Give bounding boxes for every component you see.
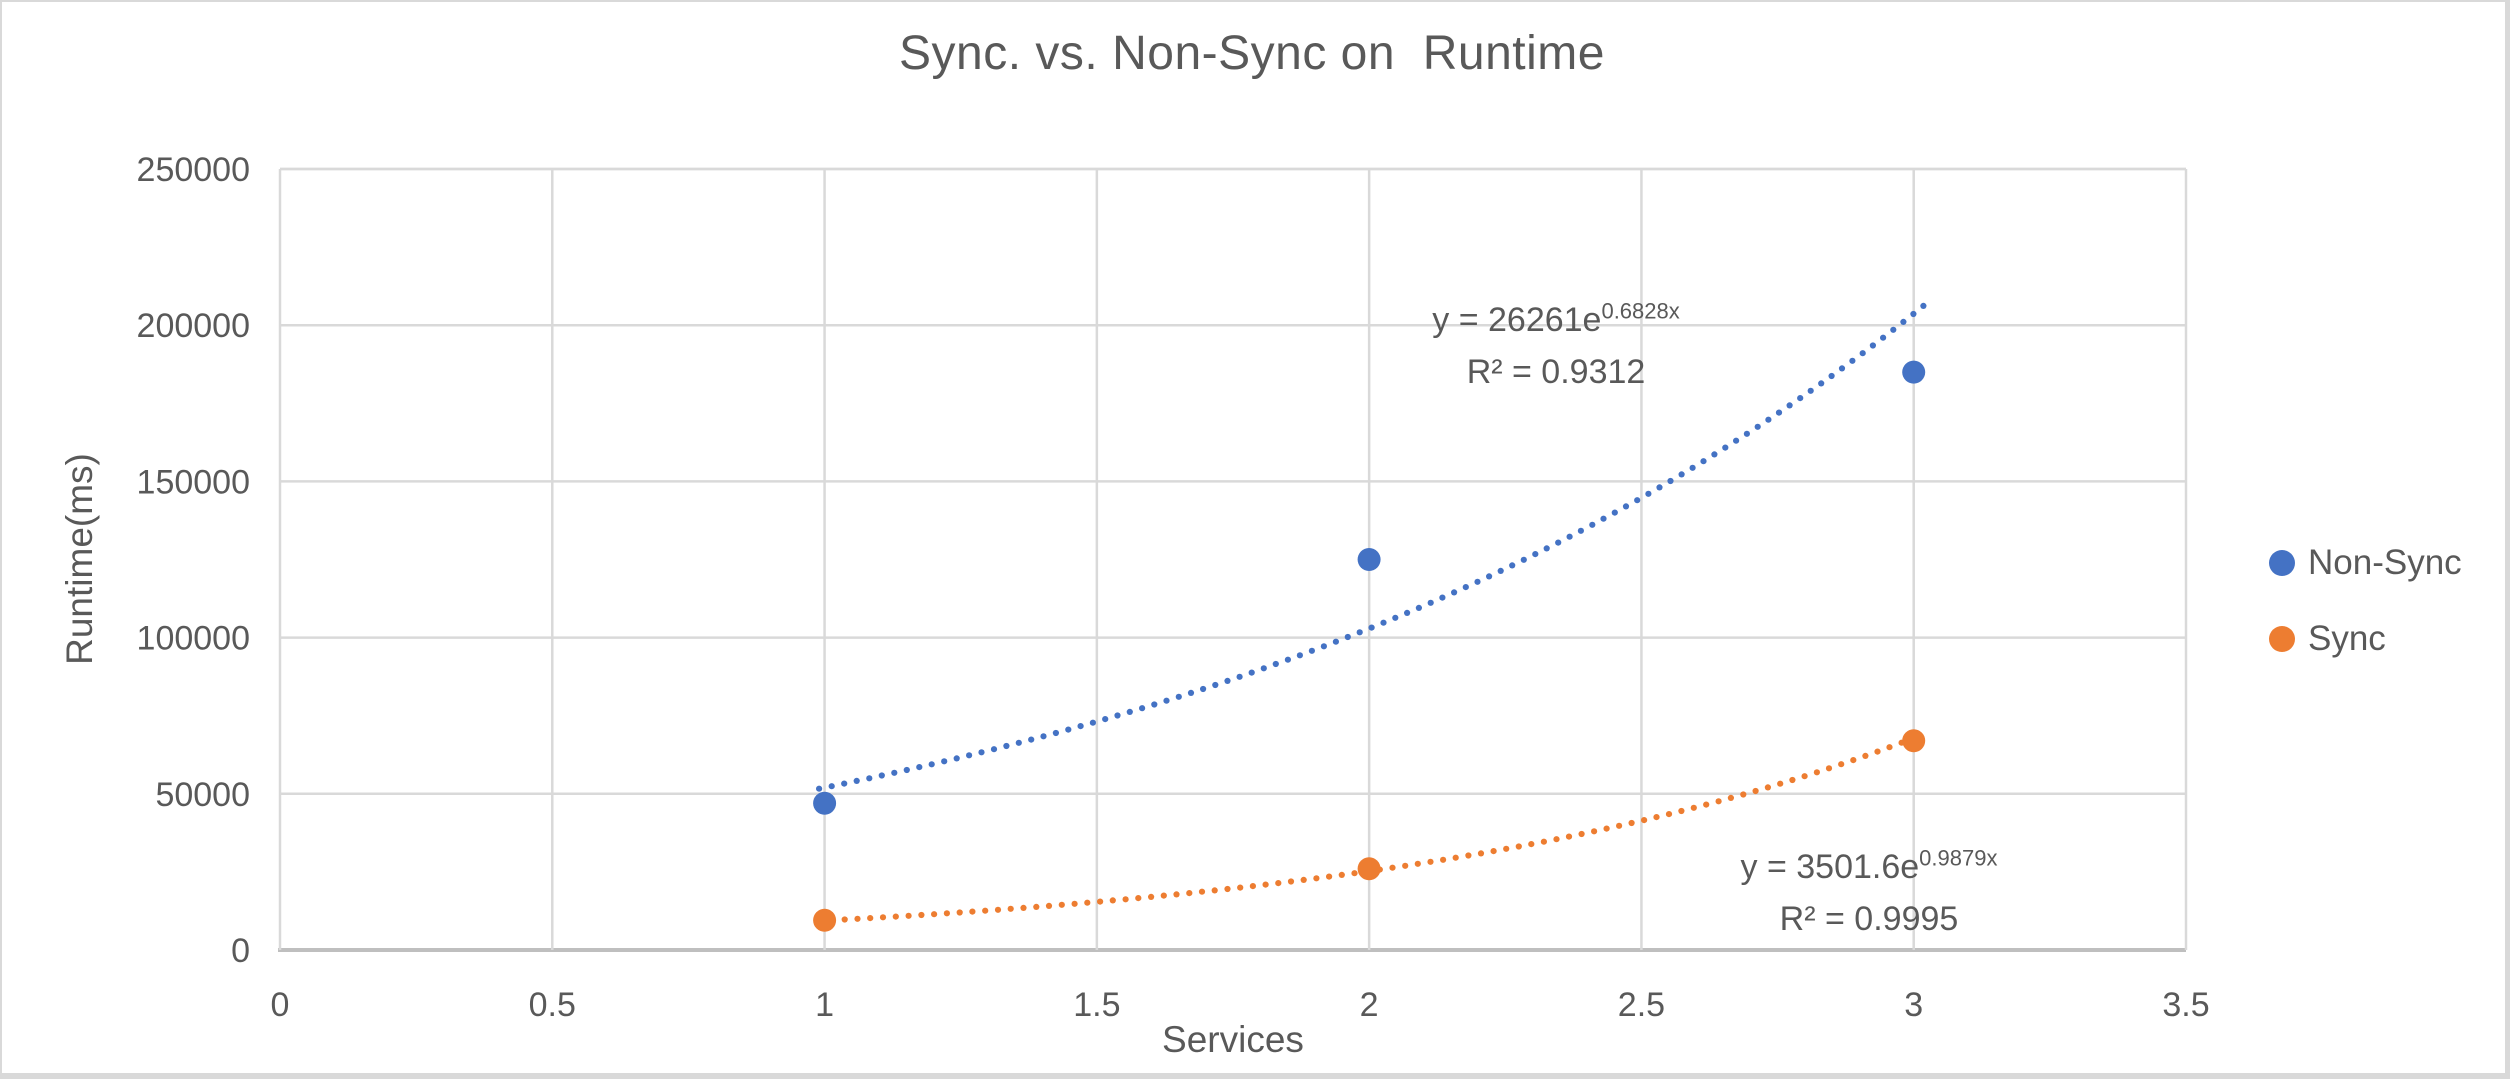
- x-tick-label: 0.5: [529, 986, 576, 1024]
- trendline-non-sync[interactable]: [816, 302, 1927, 792]
- x-tick-label: 2: [1360, 986, 1379, 1024]
- equation-text: y = 26261e0.6828x: [1432, 298, 1680, 339]
- legend-item-non-sync[interactable]: Non-Sync: [2269, 538, 2462, 588]
- legend-label: Non-Sync: [2308, 543, 2462, 582]
- y-axis-title: Runtime(ms): [59, 453, 100, 665]
- x-tick-label: 1: [815, 986, 834, 1024]
- x-tick-label: 2.5: [1618, 986, 1665, 1024]
- data-point-non-sync[interactable]: [1902, 360, 1926, 384]
- chart-title[interactable]: Sync. vs. Non-Sync on Runtime: [899, 27, 1605, 80]
- series-sync[interactable]: [813, 729, 1926, 932]
- trendline-sync[interactable]: [816, 735, 1917, 925]
- equation-text: y = 3501.6e0.9879x: [1740, 845, 1998, 886]
- x-axis-title: Services: [1162, 1019, 1304, 1060]
- equation-exponent: 0.6828x: [1601, 298, 1680, 324]
- trendline-equation-nonsync[interactable]: y = 26261e0.6828x R² = 0.9312: [1432, 294, 1680, 398]
- y-tick-label: 250000: [137, 151, 250, 189]
- data-point-sync[interactable]: [1902, 729, 1926, 753]
- r-squared-text: R² = 0.9312: [1466, 353, 1646, 391]
- y-tick-label: 100000: [137, 620, 250, 658]
- legend-item-sync[interactable]: Sync: [2269, 614, 2462, 664]
- x-tick-label: 3.5: [2162, 986, 2209, 1024]
- y-tick-label: 150000: [137, 463, 250, 501]
- data-point-non-sync[interactable]: [813, 791, 837, 815]
- y-tick-label: 50000: [155, 776, 250, 814]
- equation-exponent: 0.9879x: [1919, 845, 1998, 871]
- x-tick-label: 0: [271, 986, 290, 1024]
- legend-marker-icon: [2269, 550, 2295, 576]
- y-tick-label: 200000: [137, 307, 250, 345]
- legend-marker-icon: [2269, 626, 2295, 652]
- trendline-equation-sync[interactable]: y = 3501.6e0.9879x R² = 0.9995: [1741, 841, 1998, 945]
- series-non-sync[interactable]: [813, 360, 1926, 815]
- legend: Non-Sync Sync: [2269, 538, 2462, 664]
- data-point-sync[interactable]: [813, 908, 837, 932]
- data-point-non-sync[interactable]: [1357, 548, 1381, 571]
- y-tick-label: 0: [231, 932, 250, 970]
- x-tick-label: 3: [1904, 986, 1923, 1024]
- legend-label: Sync: [2308, 619, 2386, 658]
- data-point-sync[interactable]: [1357, 857, 1381, 881]
- r-squared-text: R² = 0.9995: [1779, 900, 1959, 938]
- x-tick-label: 1.5: [1073, 986, 1120, 1024]
